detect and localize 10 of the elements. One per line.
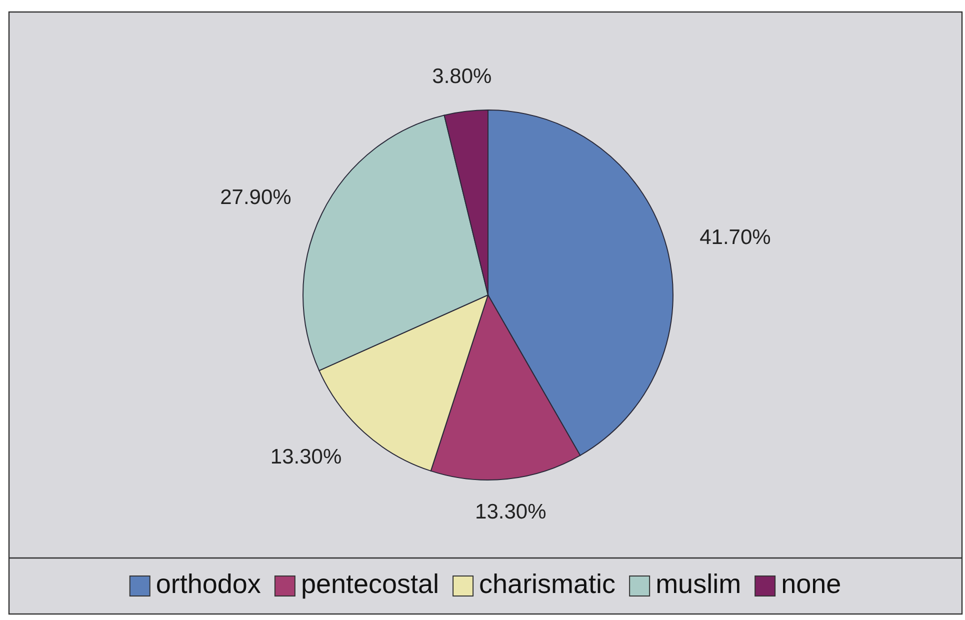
legend-label: pentecostal (300, 569, 440, 600)
legend-label: none (781, 569, 842, 600)
data-label: 41.70% (700, 226, 771, 250)
legend-label: muslim (656, 569, 742, 600)
legend-label: orthodox (156, 569, 262, 600)
data-label: 3.80% (432, 65, 492, 88)
data-label: 13.30% (270, 445, 342, 468)
legend-label: charismatic (479, 569, 616, 600)
data-label: 13.30% (475, 500, 546, 524)
data-label: 27.90% (220, 186, 292, 210)
